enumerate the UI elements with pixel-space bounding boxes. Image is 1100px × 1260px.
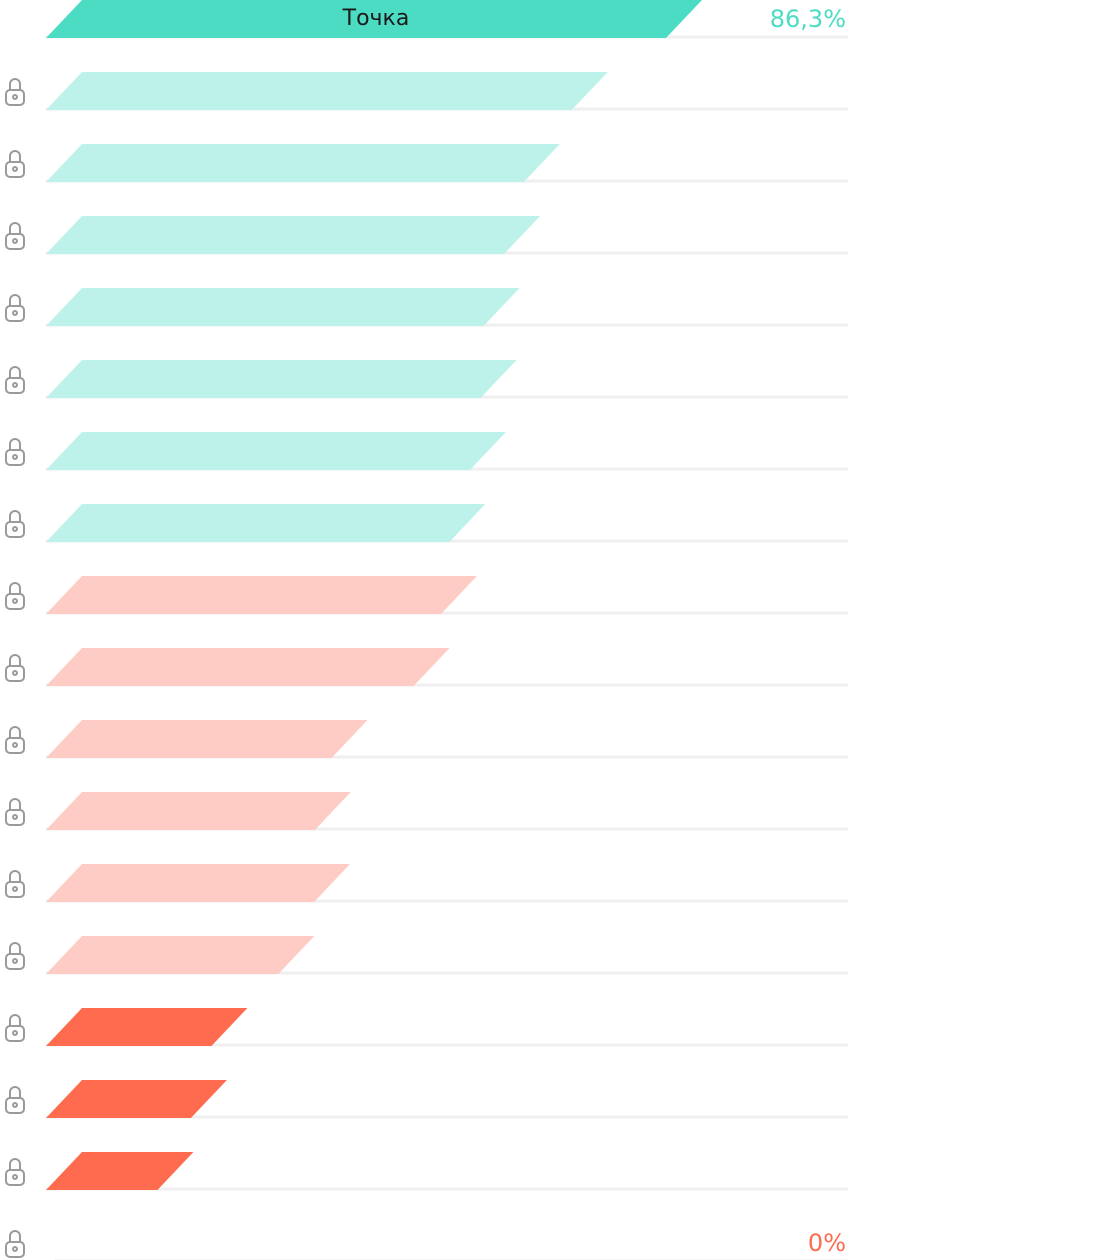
lock-icon	[5, 582, 25, 610]
bar	[46, 1008, 248, 1046]
bar	[46, 1080, 227, 1118]
bar	[46, 72, 608, 110]
lock-icon	[5, 294, 25, 322]
value-label: 86,3%	[770, 5, 846, 33]
lock-icon	[5, 654, 25, 682]
bar	[46, 432, 506, 470]
bar	[46, 648, 450, 686]
lock-icon	[5, 1086, 25, 1114]
lock-icon	[5, 366, 25, 394]
lock-icon	[5, 798, 25, 826]
lock-icon	[5, 1230, 25, 1258]
lock-icon	[5, 510, 25, 538]
value-label: 0%	[808, 1229, 846, 1257]
lock-icon	[5, 78, 25, 106]
lock-icon	[5, 942, 25, 970]
bar	[46, 1152, 194, 1190]
lock-icon	[5, 150, 25, 178]
bar	[46, 288, 520, 326]
bar	[46, 864, 351, 902]
lock-icon	[5, 870, 25, 898]
bar	[46, 360, 517, 398]
bar	[46, 936, 315, 974]
lock-icon	[5, 726, 25, 754]
bar	[46, 504, 486, 542]
bar	[46, 144, 560, 182]
bar	[46, 0, 702, 38]
lock-icon	[5, 438, 25, 466]
lock-icon	[5, 1014, 25, 1042]
bar	[46, 576, 477, 614]
bar-label: Точка	[342, 6, 410, 31]
lock-icon	[5, 1158, 25, 1186]
bar	[46, 792, 351, 830]
bar	[46, 720, 368, 758]
bar	[46, 216, 541, 254]
lock-icon	[5, 222, 25, 250]
